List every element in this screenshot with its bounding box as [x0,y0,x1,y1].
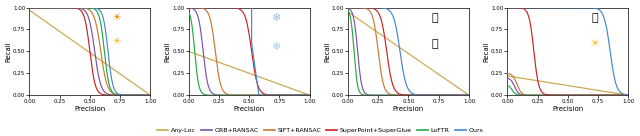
Y-axis label: Recall: Recall [483,41,490,62]
Text: ☀: ☀ [589,39,600,49]
Y-axis label: Recall: Recall [324,41,330,62]
Y-axis label: Recall: Recall [165,41,171,62]
Text: ☀: ☀ [111,38,122,48]
Text: ❄: ❄ [271,13,280,23]
Text: ❄: ❄ [271,42,280,52]
Text: ☀: ☀ [111,13,122,23]
X-axis label: Precision: Precision [234,106,265,112]
X-axis label: Precision: Precision [552,106,584,112]
Legend: Any-Loc, ORB+RANSAC, SIFT+RANSAC, SuperPoint+SuperGlue, LoFTR, Ours: Any-Loc, ORB+RANSAC, SIFT+RANSAC, SuperP… [154,125,486,136]
Y-axis label: Recall: Recall [6,41,12,62]
X-axis label: Precision: Precision [74,106,106,112]
X-axis label: Precision: Precision [393,106,424,112]
Text: 🍁: 🍁 [591,13,598,23]
Text: 🍁: 🍁 [432,39,438,49]
Text: 🍁: 🍁 [432,13,438,23]
